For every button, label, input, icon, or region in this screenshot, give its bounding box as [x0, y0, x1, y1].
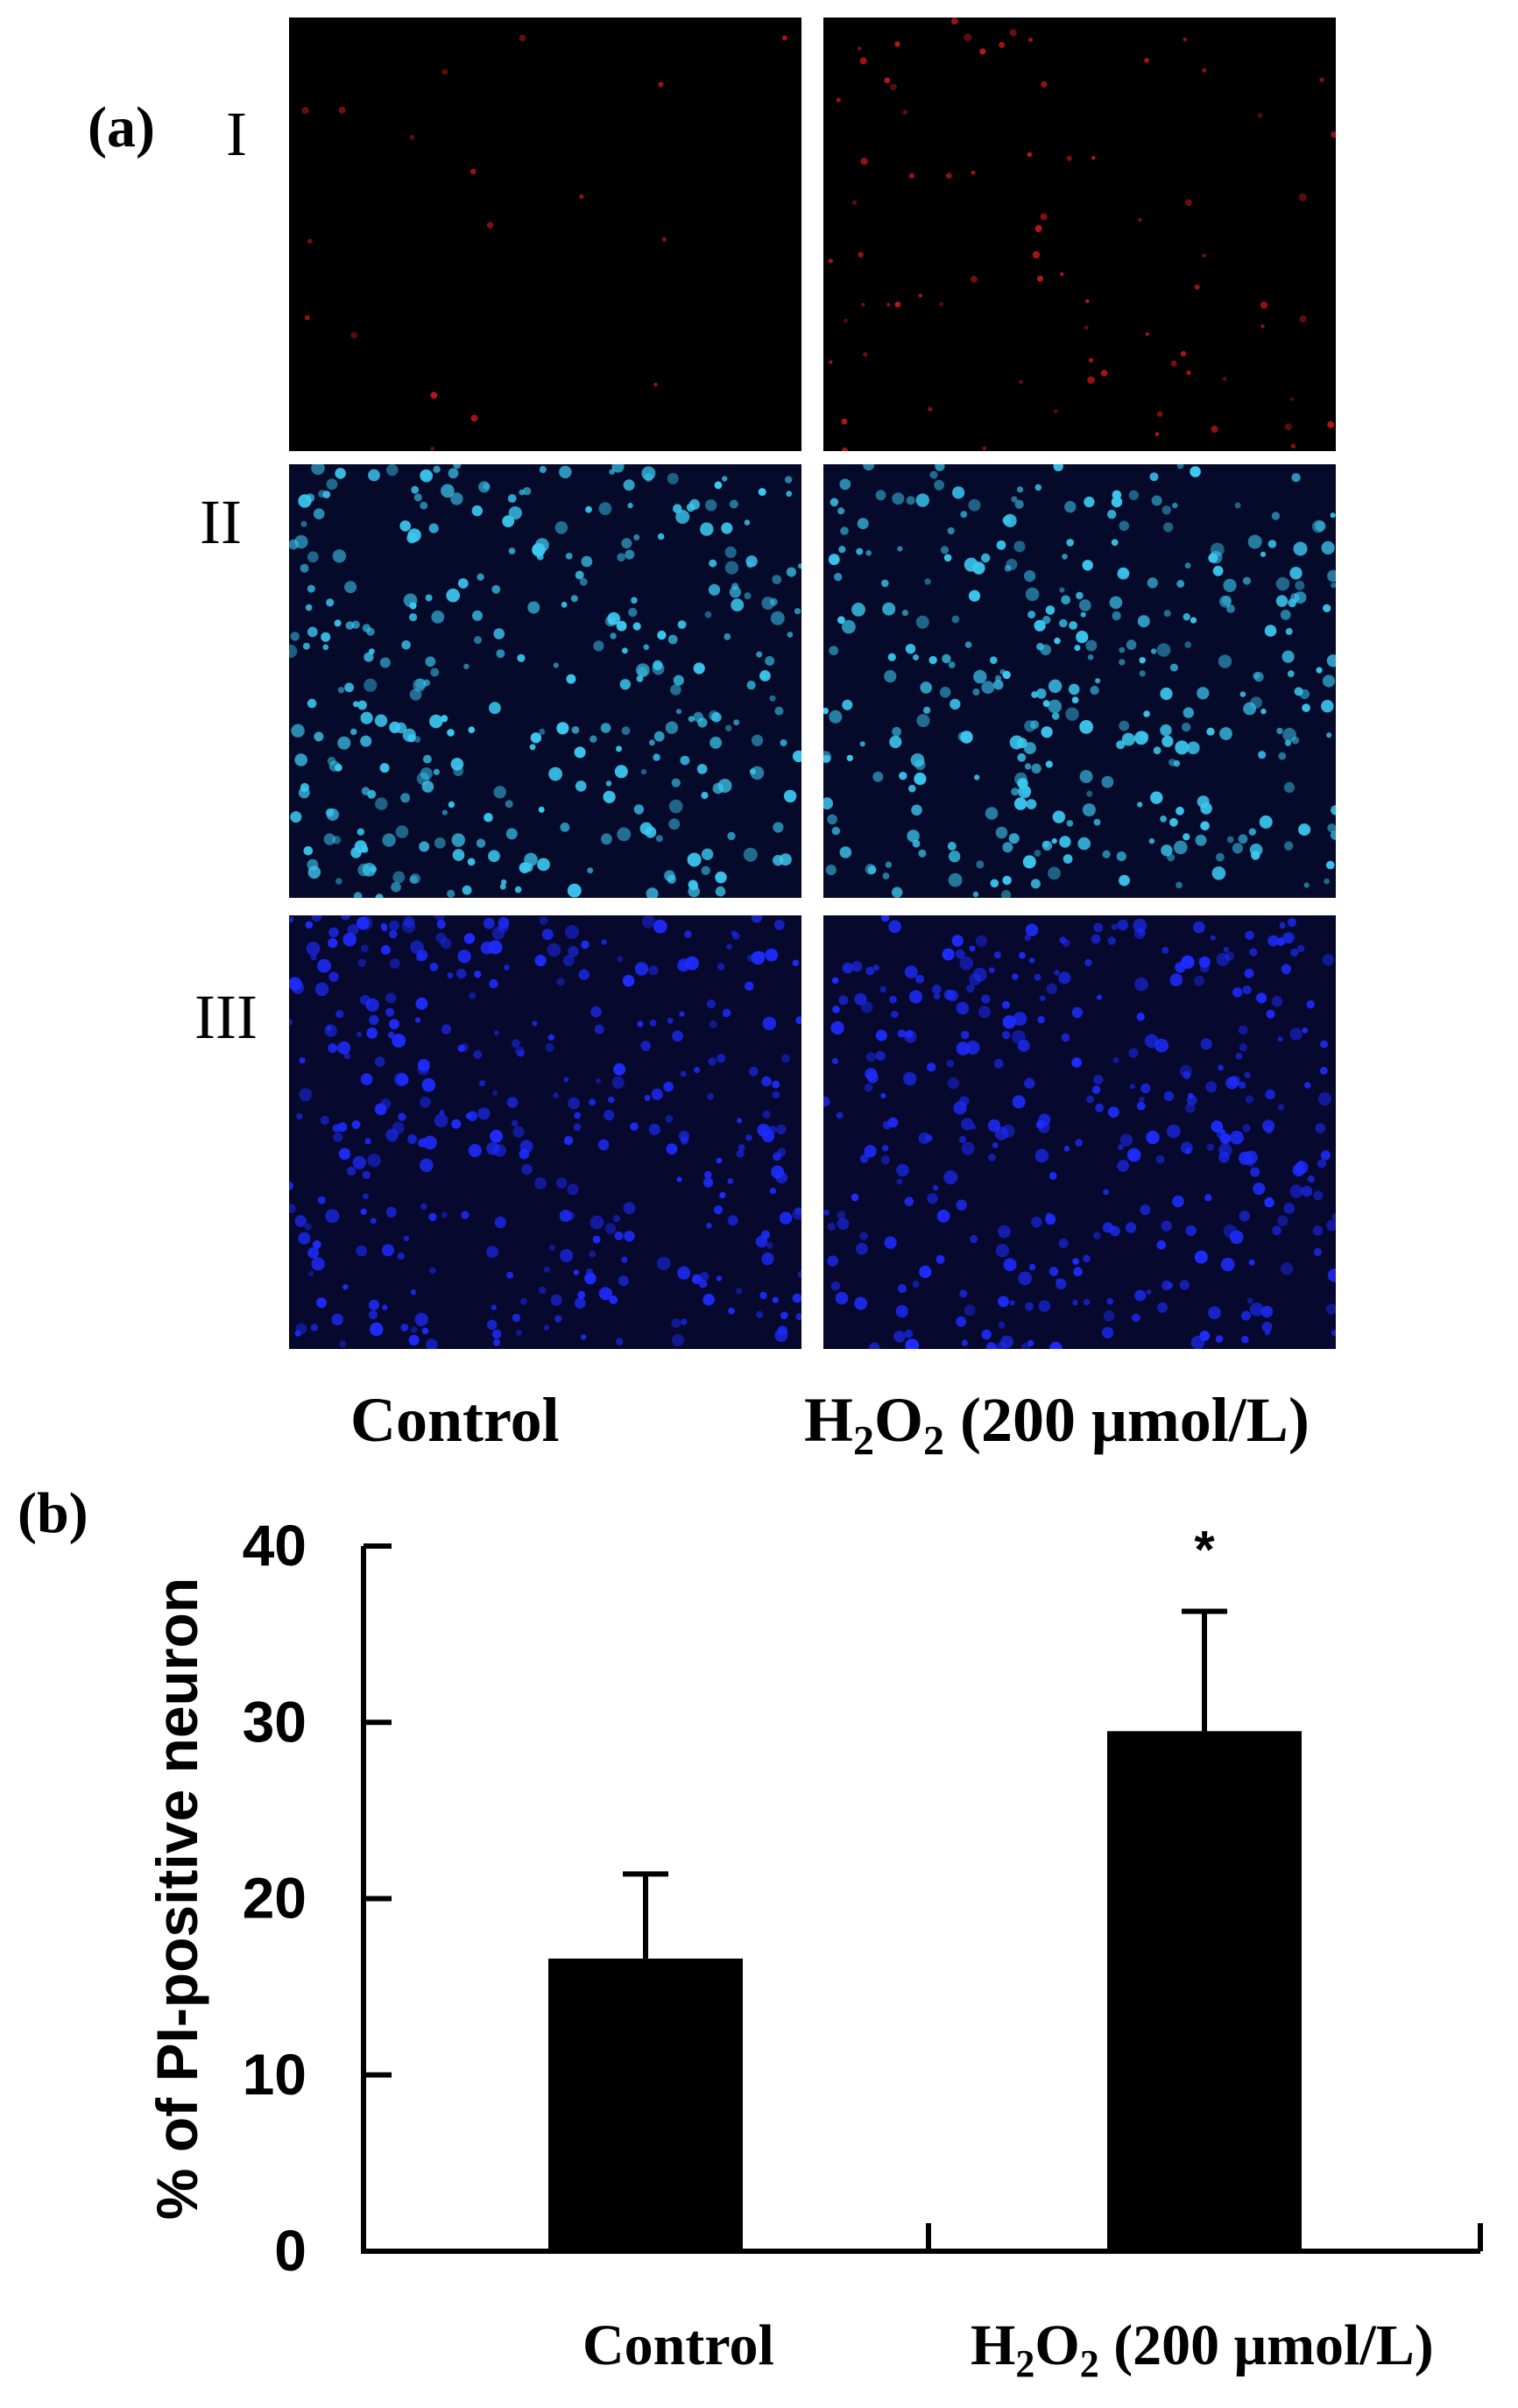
micrograph-row1-control	[289, 18, 801, 451]
panel-a-label: (a)	[88, 95, 155, 159]
y-tick-label: 20	[243, 1866, 307, 1931]
xtick-label-treated-o: O	[1034, 2313, 1080, 2377]
column-label-treated: H2O2 (200 μmol/L)	[804, 1384, 1310, 1465]
xtick-label-treated: H2O2 (200 μmol/L)	[971, 2313, 1434, 2386]
micrograph-row2-treated	[823, 464, 1336, 898]
y-axis-label: % of PI-positive neuron	[145, 1578, 209, 2220]
row-label-II: II	[200, 487, 242, 557]
y-tick-label: 0	[274, 2218, 307, 2283]
column-label-treated-h: H	[804, 1385, 854, 1455]
bar-chart: 0 10 20 30 40 % of PI-positive neuron *	[145, 1513, 1483, 2283]
xtick-label-treated-conc: (200 μmol/L)	[1098, 2313, 1434, 2377]
bar	[1107, 1731, 1302, 2251]
y-tick-label: 10	[243, 2042, 307, 2107]
micrograph-row3-control	[289, 915, 801, 1349]
xtick-label-treated-sub1: 2	[1015, 2342, 1035, 2386]
micrograph-row3-treated	[823, 915, 1336, 1349]
column-label-treated-sub2: 2	[923, 1417, 945, 1465]
y-tick-label: 40	[243, 1513, 307, 1578]
column-label-treated-conc: (200 μmol/L)	[944, 1385, 1310, 1455]
xtick-label-control: Control	[582, 2313, 774, 2377]
micrograph-row1-treated	[823, 18, 1336, 451]
xtick-label-treated-h: H	[971, 2313, 1016, 2377]
xtick-label-treated-sub2: 2	[1079, 2342, 1099, 2386]
significance-marker: *	[1194, 1520, 1215, 1578]
micrograph-row2-control	[289, 464, 801, 898]
row-label-III: III	[194, 982, 258, 1052]
bar	[548, 1958, 743, 2251]
column-label-control: Control	[350, 1385, 560, 1455]
row-label-I: I	[226, 99, 247, 169]
panel-b-label: (b)	[18, 1481, 88, 1545]
column-label-treated-o: O	[874, 1385, 924, 1455]
column-label-treated-sub1: 2	[853, 1417, 875, 1465]
y-tick-label: 30	[243, 1689, 307, 1754]
